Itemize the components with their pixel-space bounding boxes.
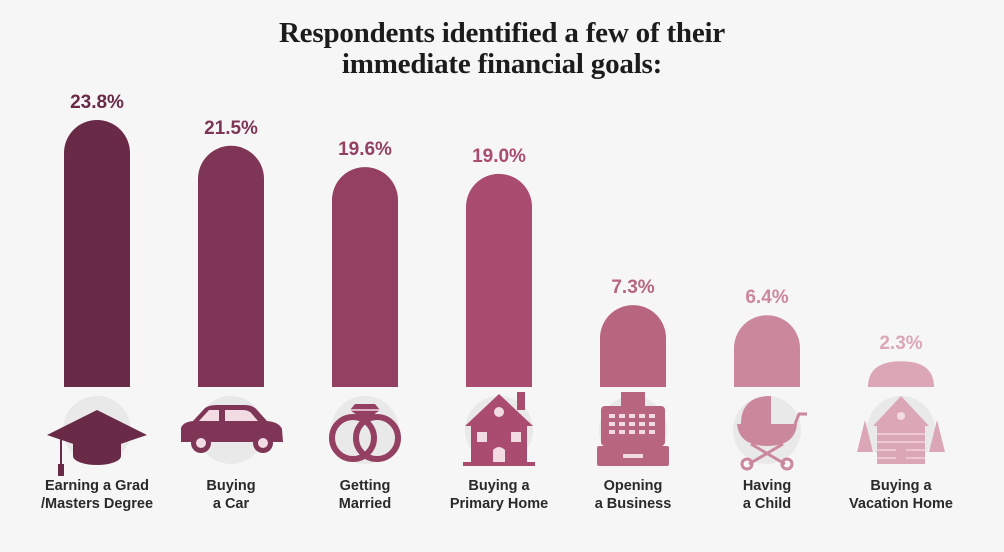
category-label-3: Buying a Primary Home <box>450 478 548 512</box>
bar-2 <box>332 167 398 387</box>
value-label-4: 7.3% <box>611 277 654 298</box>
log-cabin-icon <box>857 396 945 464</box>
chart-title-line-1: Respondents identified a few of their <box>278 17 726 49</box>
bar-4 <box>600 305 666 387</box>
bar-0 <box>64 120 130 387</box>
chart-title: Respondents identified a few of their im… <box>0 18 1004 80</box>
car-icon <box>181 396 283 464</box>
bar-5 <box>734 315 800 387</box>
value-label-1: 21.5% <box>204 118 258 139</box>
wedding-rings-icon <box>329 396 401 464</box>
cash-register-icon <box>597 392 669 466</box>
value-label-5: 6.4% <box>745 287 788 308</box>
value-label-2: 19.6% <box>338 139 392 160</box>
category-label-1: Buying a Car <box>206 478 255 512</box>
category-label-4: Opening a Business <box>595 478 672 512</box>
house-icon <box>463 392 535 466</box>
category-label-0: Earning a Grad/Masters Degree <box>41 478 153 512</box>
category-label-5: Having a Child <box>743 478 791 512</box>
category-label-6: Buying a Vacation Home <box>849 478 953 512</box>
bar-6 <box>868 361 934 387</box>
baby-stroller-icon <box>733 396 807 471</box>
bar-3 <box>466 173 532 387</box>
value-label-3: 19.0% <box>472 146 526 167</box>
chart-title-line-2: immediate financial goals: <box>341 48 663 80</box>
value-label-6: 2.3% <box>879 333 922 354</box>
graduation-cap-icon <box>47 396 147 476</box>
category-label-2: Getting Married <box>339 478 391 512</box>
bar-1 <box>198 145 264 387</box>
value-label-0: 23.8% <box>70 92 124 113</box>
